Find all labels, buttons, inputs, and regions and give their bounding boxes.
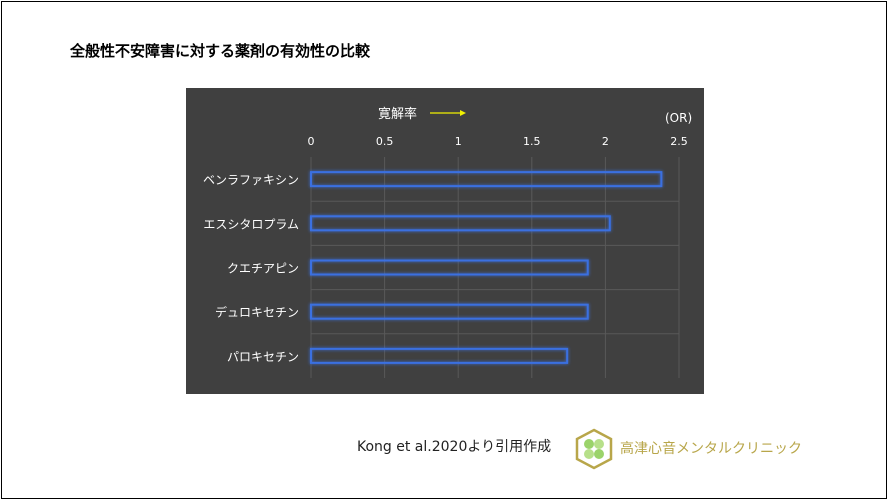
x-tick-label: 1 [455, 135, 462, 148]
arrowhead-icon [460, 110, 466, 116]
x-tick-label: 2.5 [670, 135, 688, 148]
x-tick-label: 0 [308, 135, 315, 148]
annotation-label: 寛解率 [378, 106, 417, 122]
chart: 0 0.5 1 1.5 2 2.5 ベンラファキシン エスシタロプラムクエチアピンデュロキセ… [186, 88, 704, 394]
bar-chart-svg: 0 0.5 1 1.5 2 2.5 ベンラファキシンエスシタロプラムクエチアピンデュロキセ… [203, 106, 692, 378]
category-label: クエチアピン [227, 262, 299, 276]
category-label: ベンラファキシン [203, 173, 299, 187]
category-label: パロキセチン [227, 350, 299, 364]
page-title: 全般性不安障害に対する薬剤の有効性の比較 [70, 42, 371, 60]
x-tick-label: 0.5 [376, 135, 394, 148]
source-citation: Kong et al.2020より引用作成 [357, 439, 552, 455]
bar [310, 347, 569, 364]
unit-label: (OR) [665, 111, 692, 125]
x-tick-label: 2 [602, 135, 609, 148]
category-label: エスシタロプラム [203, 217, 299, 231]
bar [310, 215, 611, 232]
clinic-name: 高津心音メンタルクリニック [620, 441, 802, 457]
bar [310, 259, 589, 276]
clinic-logo-icon [575, 428, 613, 470]
x-tick-label: 1.5 [523, 135, 541, 148]
bar [310, 171, 663, 188]
bar [310, 303, 589, 320]
category-label: デュロキセチン [215, 305, 299, 320]
